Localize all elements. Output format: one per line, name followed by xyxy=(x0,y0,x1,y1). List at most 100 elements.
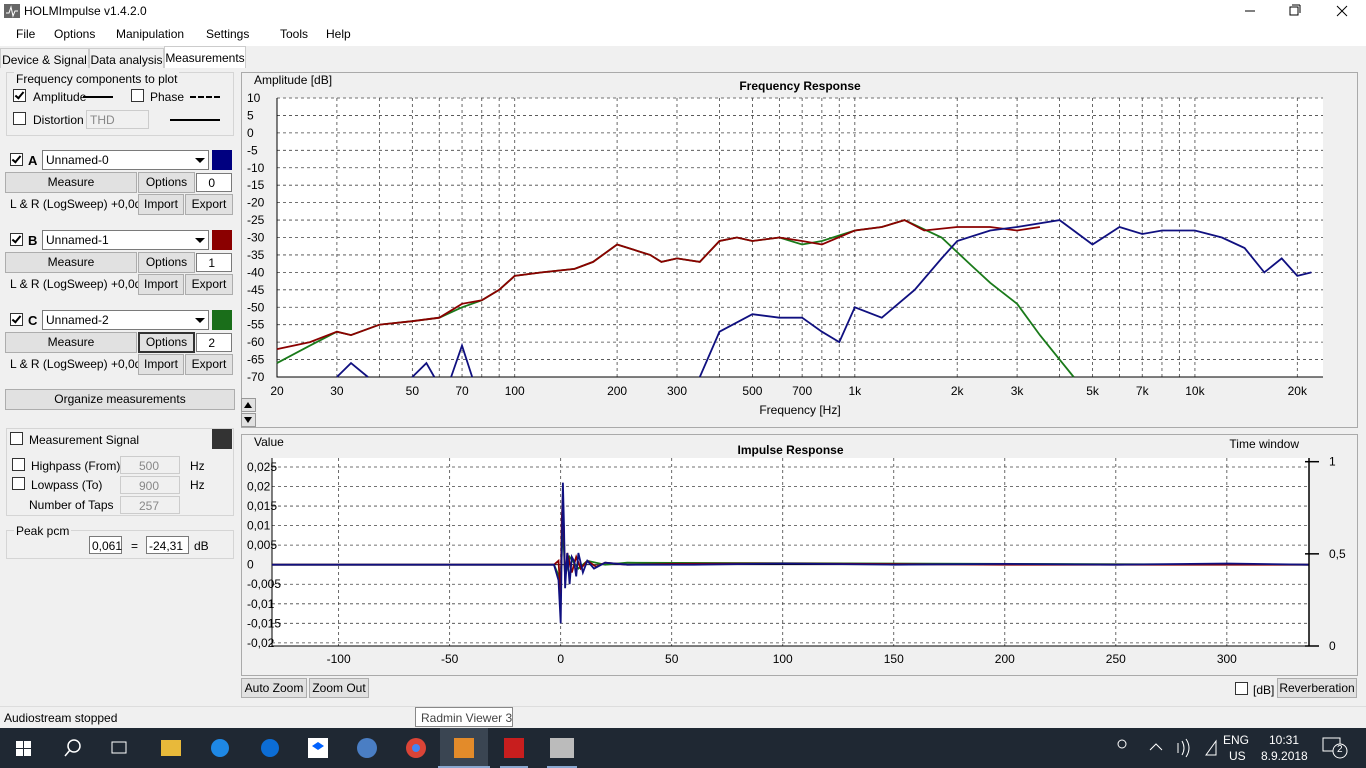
measurement-combo[interactable]: Unnamed-0 xyxy=(42,150,209,170)
measurement-combo[interactable]: Unnamed-1 xyxy=(42,230,209,250)
y2-tick-label: 1 xyxy=(1329,455,1336,469)
measurement-combo[interactable]: Unnamed-2 xyxy=(42,310,209,330)
impulse-chart: Impulse ResponseValueDistance [cm]0,0250… xyxy=(241,434,1358,676)
x-axis-label: Frequency [Hz] xyxy=(759,403,840,417)
measure-button[interactable]: Measure xyxy=(5,252,137,273)
x-tick-label: 3k xyxy=(1011,384,1025,398)
options-button[interactable]: Options xyxy=(138,252,195,273)
x-tick-label: -100 xyxy=(327,652,351,666)
options-button[interactable]: Options xyxy=(138,332,195,353)
db-unit: dB xyxy=(194,539,209,553)
y-tick-label: -50 xyxy=(247,300,265,314)
taskbar-icons[interactable] xyxy=(0,728,600,768)
language[interactable]: ENG xyxy=(1223,733,1250,747)
notification-icon[interactable] xyxy=(1322,736,1348,760)
x-tick-label: 50 xyxy=(406,384,420,398)
chart-title: Frequency Response xyxy=(739,79,861,93)
x-tick-label: 70 xyxy=(455,384,469,398)
x-tick-label: 7k xyxy=(1136,384,1150,398)
hz-label: Hz xyxy=(190,459,205,473)
series-line xyxy=(276,219,1041,350)
import-button[interactable]: Import xyxy=(138,274,184,295)
clock-time[interactable]: 10:31 xyxy=(1269,733,1300,747)
export-button[interactable]: Export xyxy=(185,354,233,375)
measurement-spin[interactable]: 0 xyxy=(196,173,232,192)
amplitude-checkbox[interactable] xyxy=(13,89,26,102)
y-axis-label: Amplitude [dB] xyxy=(254,73,332,87)
measure-button[interactable]: Measure xyxy=(5,172,137,193)
measurement-color[interactable] xyxy=(212,150,232,170)
spin-value: 900 xyxy=(138,479,159,493)
menu-item[interactable]: Settings xyxy=(206,27,250,41)
x-tick-label: 20k xyxy=(1288,384,1308,398)
highpass-spin[interactable]: 500 xyxy=(120,456,180,474)
menu-item[interactable]: Options xyxy=(54,27,96,41)
signal-checkbox[interactable] xyxy=(10,432,23,445)
measurement-info: L & R (LogSweep) +0,0dB xyxy=(10,277,150,291)
amplitude-label: Amplitude xyxy=(33,90,87,104)
measurement-checkbox[interactable] xyxy=(10,233,23,246)
measurement-checkbox[interactable] xyxy=(10,153,23,166)
lowpass-spin[interactable]: 900 xyxy=(120,476,180,494)
distortion-label: Distortion xyxy=(33,113,84,127)
export-button[interactable]: Export xyxy=(185,194,233,215)
tab[interactable]: Device & Signal xyxy=(0,48,89,68)
import-button[interactable]: Import xyxy=(138,354,184,375)
y-tick-label: -10 xyxy=(247,161,265,175)
tab[interactable]: Measurements xyxy=(164,46,246,68)
distortion-checkbox[interactable] xyxy=(13,112,26,125)
x-tick-label: 0 xyxy=(557,652,564,666)
frequency-chart: Frequency Response Amplitude [dB] Frequenc… xyxy=(241,72,1358,428)
menu-item[interactable]: Tools xyxy=(280,27,309,41)
lowpass-checkbox[interactable] xyxy=(12,477,25,490)
spin-value: 1 xyxy=(208,256,215,270)
reverberation-button[interactable]: Reverberation xyxy=(1277,678,1357,698)
organize-button[interactable]: Organize measurements xyxy=(5,389,235,410)
distortion-combo[interactable]: THD xyxy=(86,110,149,129)
import-button[interactable]: Import xyxy=(138,194,184,215)
region[interactable]: US xyxy=(1229,749,1246,763)
taps-spin[interactable]: 257 xyxy=(120,496,180,514)
zoom-out-button[interactable]: Zoom Out xyxy=(309,678,369,698)
measurement-checkbox[interactable] xyxy=(10,313,23,326)
tray-icons[interactable] xyxy=(1110,728,1220,768)
menu-item[interactable]: Help xyxy=(326,27,351,41)
auto-zoom-button[interactable]: Auto Zoom xyxy=(241,678,307,698)
y2-axis-label: Time window xyxy=(1229,437,1299,451)
combo-text: Unnamed-1 xyxy=(46,233,109,247)
splitter-arrows[interactable] xyxy=(241,398,256,428)
y-tick-label: -0,005 xyxy=(247,577,281,591)
x-tick-label: 100 xyxy=(773,652,793,666)
db-checkbox[interactable] xyxy=(1235,682,1248,695)
tab[interactable]: Data analysis xyxy=(89,48,164,68)
measurement-spin[interactable]: 1 xyxy=(196,253,232,272)
combo-arrow xyxy=(195,318,205,323)
distortion-line-icon xyxy=(170,119,220,121)
measurement-color[interactable] xyxy=(212,310,232,330)
y-tick-label: 0 xyxy=(247,558,254,572)
measurement-letter: A xyxy=(28,153,38,168)
notification-count[interactable]: 2 xyxy=(1337,744,1343,755)
combo-text: THD xyxy=(90,113,115,127)
export-button[interactable]: Export xyxy=(185,274,233,295)
window-controls[interactable] xyxy=(1226,0,1366,22)
options-button[interactable]: Options xyxy=(138,172,195,193)
status-text: Audiostream stopped xyxy=(4,711,118,725)
menu-item[interactable]: File xyxy=(16,27,36,41)
signal-color[interactable] xyxy=(212,429,232,449)
app-icon xyxy=(4,4,20,18)
phase-checkbox[interactable] xyxy=(131,89,144,102)
menu-item[interactable]: Manipulation xyxy=(116,27,185,41)
clock-date[interactable]: 8.9.2018 xyxy=(1261,749,1308,763)
plot-area xyxy=(272,458,1309,646)
y-tick-label: -60 xyxy=(247,335,265,349)
measurement-color[interactable] xyxy=(212,230,232,250)
measurement-spin[interactable]: 2 xyxy=(196,333,232,352)
y-tick-label: -70 xyxy=(247,370,265,384)
highpass-checkbox[interactable] xyxy=(12,458,25,471)
series-line xyxy=(272,482,1310,624)
measure-button[interactable]: Measure xyxy=(5,332,137,353)
axis-frame xyxy=(271,458,1309,647)
y-tick-label: 0 xyxy=(247,126,254,140)
measurement-letter: C xyxy=(28,313,38,328)
